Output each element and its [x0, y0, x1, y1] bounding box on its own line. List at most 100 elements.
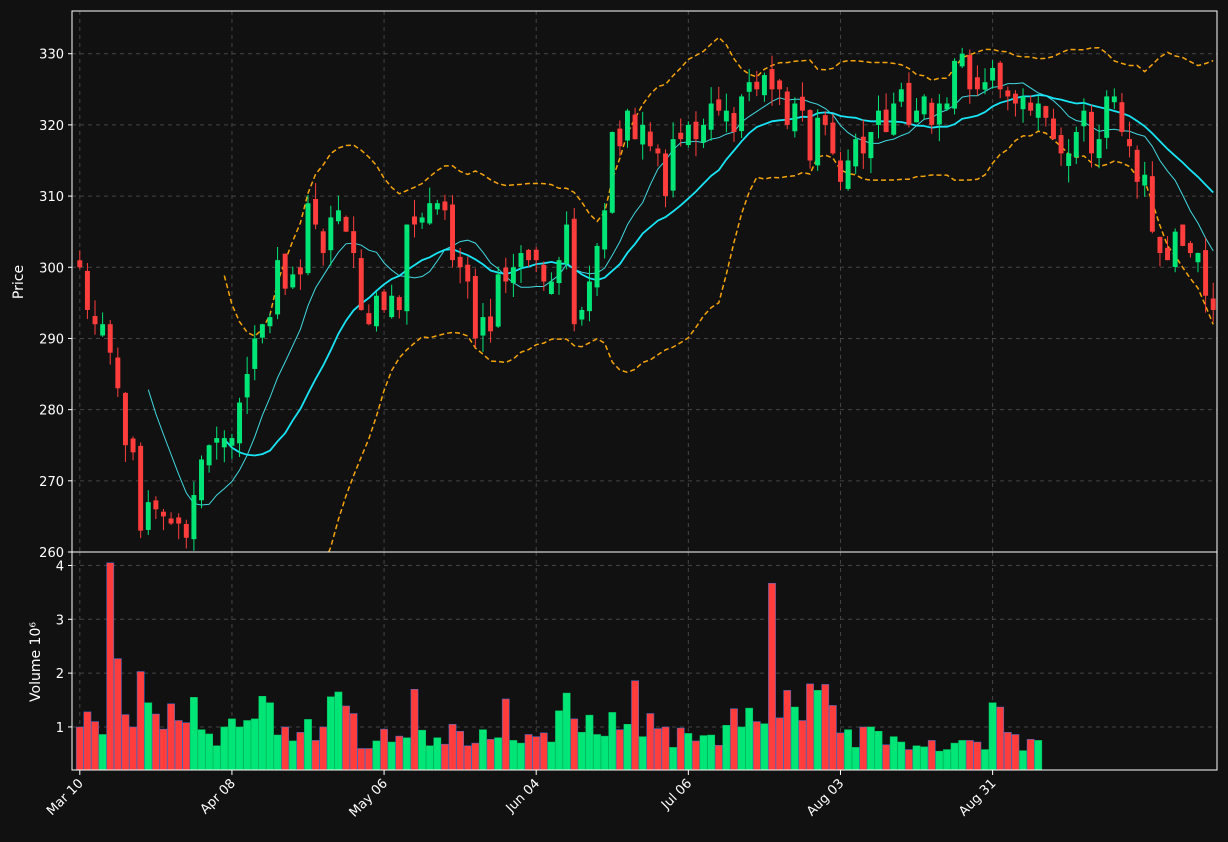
volume-bar [859, 726, 868, 771]
volume-bar [996, 706, 1005, 771]
candle-body [571, 218, 577, 325]
candle-body [959, 53, 965, 67]
volume-bar [266, 702, 274, 771]
bollinger-lower-line [327, 130, 1214, 552]
volume-bar [364, 748, 373, 771]
volume-bar [190, 697, 198, 771]
candle-body [1111, 96, 1117, 103]
candle-body [297, 267, 303, 275]
price-tick-label: 280 [39, 404, 64, 419]
candle-body [1096, 139, 1102, 159]
volume-bar [973, 741, 982, 771]
candle-body [974, 77, 980, 90]
volume-bar [905, 749, 913, 771]
volume-tick-label: 2 [56, 667, 64, 682]
candle-body [138, 445, 144, 531]
candle-body [244, 374, 250, 398]
candle-body [358, 258, 364, 310]
volume-bar [326, 696, 335, 771]
price-tick-label: 260 [39, 546, 64, 561]
candle-body [685, 124, 691, 146]
candle-body [929, 102, 935, 125]
volume-bars [75, 562, 1043, 771]
volume-bar [745, 707, 754, 771]
volume-bar [517, 742, 525, 771]
volume-bar [273, 734, 282, 771]
volume-bar [730, 708, 738, 771]
volume-bar [600, 735, 609, 771]
candle-body [1149, 176, 1155, 232]
candle-body [746, 82, 752, 92]
candle-body [275, 260, 281, 315]
volume-bar [768, 582, 776, 771]
volume-bar [372, 740, 381, 771]
candle-body [305, 203, 311, 274]
candle-body [1035, 103, 1041, 118]
candle-body [373, 295, 379, 327]
candle-body [761, 75, 767, 96]
volume-bar [882, 744, 890, 771]
candle-body [1104, 96, 1110, 138]
volume-bar [144, 702, 153, 771]
candle-body [556, 260, 562, 284]
candle-body [921, 96, 927, 115]
volume-bar [889, 736, 898, 771]
candle-body [343, 216, 349, 232]
volume-bar [182, 722, 191, 771]
candle-body [122, 392, 128, 446]
candle-body [1172, 231, 1178, 268]
volume-bar [494, 737, 503, 771]
volume-bar [448, 723, 457, 771]
volume-bar [692, 740, 700, 771]
candle-body [898, 89, 904, 102]
candle-body [130, 438, 136, 453]
candle-body [526, 249, 532, 261]
volume-y-ticks: 1 2 3 4 [56, 559, 72, 736]
candle-body [906, 82, 912, 125]
volume-tick-label: 3 [56, 613, 64, 628]
candle-body [564, 224, 570, 264]
candle-body [84, 270, 90, 310]
volume-bar [585, 714, 594, 771]
volume-bar [935, 750, 944, 771]
candle-body [389, 295, 395, 318]
candle-body [1005, 90, 1011, 97]
candle-body [1028, 102, 1034, 111]
candle-body [183, 523, 189, 538]
volume-bar [775, 717, 784, 771]
price-tick-label: 270 [39, 475, 64, 490]
candle-body [868, 132, 874, 159]
volume-bar [509, 740, 518, 771]
volume-bar [981, 749, 989, 771]
candle-body [472, 276, 478, 339]
volume-bar [258, 696, 267, 771]
volume-bar [722, 725, 731, 771]
volume-bar [281, 726, 290, 771]
candle-body [480, 317, 486, 336]
volume-bar [159, 728, 168, 771]
volume-bar [212, 745, 221, 771]
candle-body [1012, 93, 1018, 104]
volume-bar [479, 729, 487, 771]
volume-bar [235, 726, 244, 771]
candle-body [647, 131, 653, 147]
price-tick-label: 300 [39, 261, 64, 276]
volume-bar [539, 732, 548, 771]
volume-bar [174, 720, 183, 771]
candle-body [541, 264, 547, 282]
candle-body [495, 274, 501, 327]
volume-bar [357, 748, 366, 771]
volume-bar [304, 719, 312, 771]
candle-body [625, 110, 630, 141]
candle-body [586, 281, 592, 312]
candle-body [488, 316, 494, 332]
candle-body [754, 81, 760, 90]
volume-bar [707, 734, 716, 771]
candle-body [533, 249, 539, 261]
candle-body [1165, 247, 1171, 261]
candle-body [769, 69, 775, 90]
volume-bar [83, 711, 92, 771]
volume-bar [654, 728, 662, 771]
volume-bar [75, 726, 84, 771]
